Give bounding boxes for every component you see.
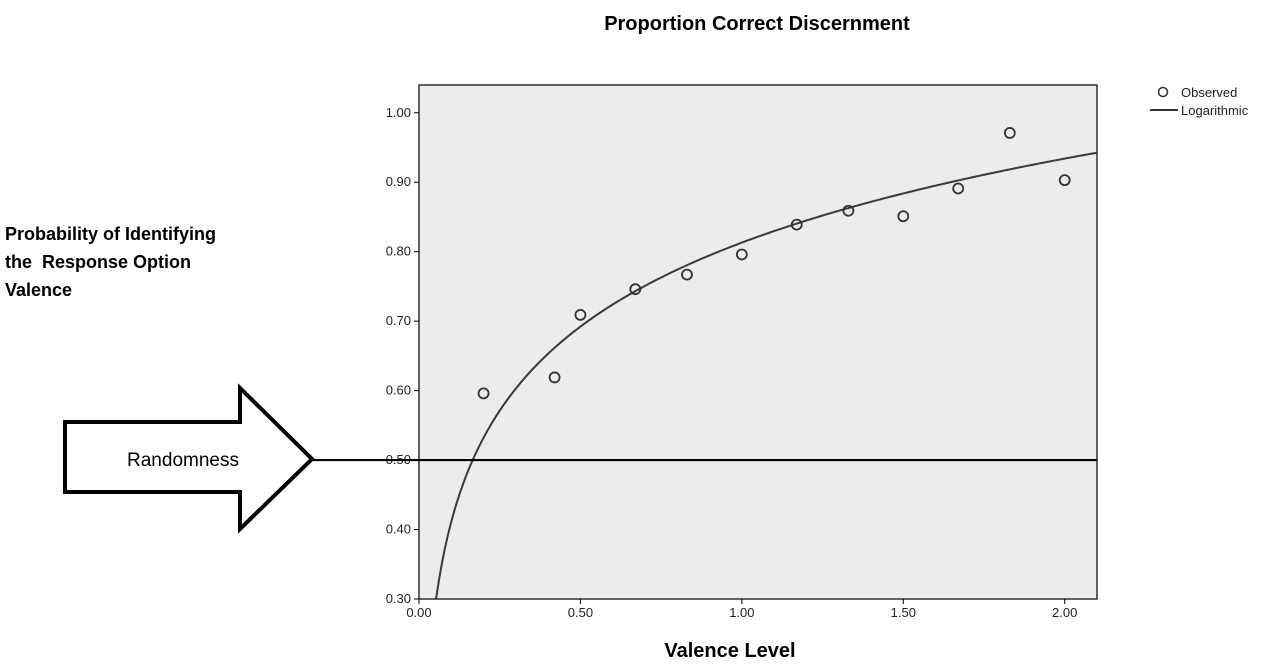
x-tick-label: 0.50 [568, 605, 593, 620]
randomness-label: Randomness [127, 450, 239, 471]
y-tick-label: 1.00 [386, 105, 411, 120]
observed-point [735, 248, 748, 261]
x-tick-label: 1.50 [891, 605, 916, 620]
legend: Observed Logarithmic [1150, 85, 1249, 118]
x-tick-label: 0.00 [406, 605, 431, 620]
y-axis-label-line-3: Valence [5, 280, 72, 300]
legend-observed-label: Observed [1181, 85, 1237, 100]
observed-point [790, 218, 803, 231]
x-axis-label: Valence Level [664, 640, 795, 662]
x-tick-label: 1.00 [729, 605, 754, 620]
y-tick-label: 0.70 [386, 313, 411, 328]
observed-point [1058, 174, 1071, 187]
x-axis: 0.00 0.50 1.00 1.50 2.00 [406, 599, 1077, 620]
y-tick-label: 0.60 [386, 383, 411, 398]
legend-logarithmic-label: Logarithmic [1181, 103, 1249, 118]
randomness-arrow [63, 383, 315, 534]
legend-observed-marker [1157, 86, 1169, 98]
plot-area [418, 84, 1098, 600]
y-axis-label-line-2: the Response Option [5, 252, 191, 272]
observed-points [477, 127, 1071, 400]
y-tick-label: 0.80 [386, 244, 411, 259]
logarithmic-fit-line [435, 151, 1098, 599]
y-axis-label-line-1: Probability of Identifying [5, 224, 216, 244]
y-axis: 0.300.400.500.600.700.800.901.00 [386, 105, 419, 606]
observed-point [952, 182, 965, 195]
observed-point [842, 204, 855, 217]
y-tick-label: 0.30 [386, 591, 411, 606]
observed-point [681, 268, 693, 281]
y-tick-label: 0.40 [386, 522, 411, 537]
observed-point [897, 210, 910, 223]
x-tick-label: 2.00 [1052, 605, 1077, 620]
observed-point [548, 371, 561, 384]
observed-point [574, 309, 587, 321]
chart-title: Proportion Correct Discernment [604, 13, 910, 35]
observed-point [1003, 127, 1016, 139]
observed-point [477, 387, 490, 400]
observed-point [629, 283, 642, 296]
y-tick-label: 0.90 [386, 174, 411, 189]
